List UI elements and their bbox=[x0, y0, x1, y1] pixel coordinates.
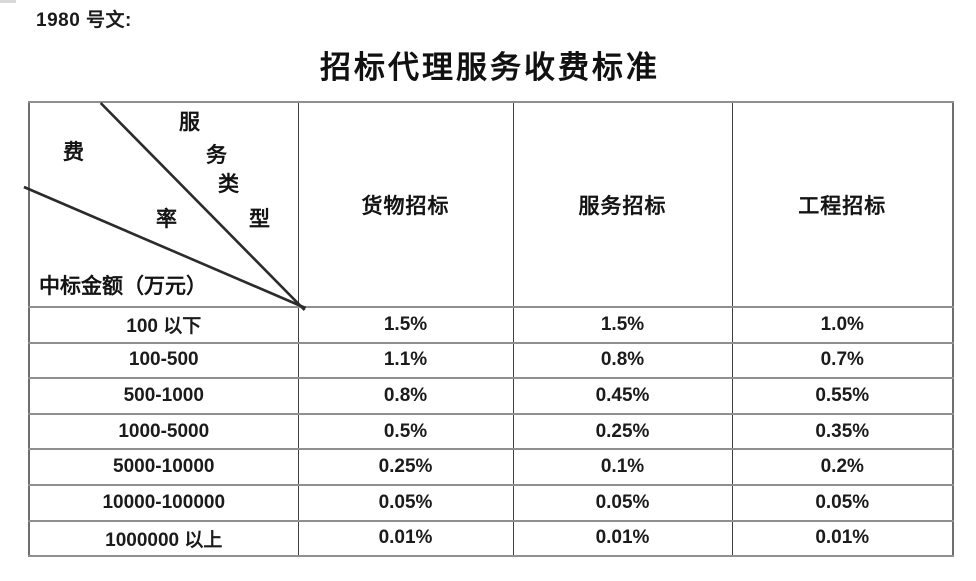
fee-cell: 0.05% bbox=[731, 483, 954, 522]
amount-range-cell: 10000-100000 bbox=[28, 483, 299, 522]
corner-service-type-char: 务 bbox=[206, 143, 227, 167]
column-header-services: 服务招标 bbox=[512, 101, 733, 308]
fee-cell: 1.1% bbox=[297, 341, 514, 380]
amount-range-cell: 500-1000 bbox=[28, 377, 299, 415]
diagonal-header-inner: 服 务 类 型 费 率 中标金额（万元） bbox=[23, 102, 307, 311]
fee-cell: 0.01% bbox=[731, 519, 954, 558]
fee-cell: 0.2% bbox=[731, 448, 954, 486]
edge-artifact bbox=[0, 0, 16, 3]
column-header-engineering: 工程招标 bbox=[731, 101, 954, 308]
amount-range-cell: 5000-10000 bbox=[28, 448, 299, 486]
fee-cell: 0.05% bbox=[297, 483, 514, 522]
fee-cell: 0.45% bbox=[512, 377, 733, 415]
column-header-goods: 货物招标 bbox=[297, 101, 514, 308]
corner-rate-char: 费 bbox=[63, 140, 84, 164]
amount-range-cell: 1000000 以上 bbox=[28, 519, 299, 558]
table-row: 1000-5000 0.5% 0.25% 0.35% bbox=[28, 412, 954, 451]
table-row: 100-500 1.1% 0.8% 0.7% bbox=[28, 341, 954, 380]
fee-cell: 1.0% bbox=[731, 306, 954, 344]
fee-cell: 0.7% bbox=[731, 341, 954, 380]
table-row: 500-1000 0.8% 0.45% 0.55% bbox=[28, 377, 954, 415]
table-header-row: 服 务 类 型 费 率 中标金额（万元） 货物招标 服务招标 工程招标 bbox=[23, 101, 954, 311]
fee-cell: 0.25% bbox=[512, 412, 733, 451]
fee-cell: 0.35% bbox=[731, 412, 954, 451]
doc-number-label: 1980 号文: bbox=[36, 10, 132, 31]
fee-cell: 1.5% bbox=[297, 306, 514, 344]
table-row: 5000-10000 0.25% 0.1% 0.2% bbox=[28, 448, 954, 486]
fee-table: 服 务 类 型 费 率 中标金额（万元） 货物招标 服务招标 工程招标 100 … bbox=[23, 101, 954, 558]
fee-cell: 0.05% bbox=[512, 483, 733, 522]
corner-amount-label: 中标金额（万元） bbox=[39, 274, 207, 298]
fee-cell: 0.25% bbox=[297, 448, 514, 486]
corner-rate-char: 率 bbox=[156, 207, 177, 231]
fee-cell: 0.5% bbox=[297, 412, 514, 451]
table-row: 1000000 以上 0.01% 0.01% 0.01% bbox=[28, 519, 954, 558]
fee-cell: 0.1% bbox=[512, 448, 733, 486]
table-row: 100 以下 1.5% 1.5% 1.0% bbox=[28, 306, 954, 344]
amount-range-cell: 1000-5000 bbox=[28, 412, 299, 451]
fee-cell: 0.01% bbox=[512, 519, 733, 558]
fee-cell: 1.5% bbox=[512, 306, 733, 344]
table-row: 10000-100000 0.05% 0.05% 0.05% bbox=[28, 483, 954, 522]
diagonal-header-cell: 服 务 类 型 费 率 中标金额（万元） bbox=[23, 101, 307, 311]
fee-cell: 0.8% bbox=[297, 377, 514, 415]
diagonal-lines bbox=[23, 102, 307, 311]
fee-cell: 0.55% bbox=[731, 377, 954, 415]
corner-service-type-char: 型 bbox=[249, 207, 270, 231]
corner-service-type-char: 服 bbox=[179, 110, 200, 134]
page-title: 招标代理服务收费标准 bbox=[320, 50, 660, 85]
corner-service-type-char: 类 bbox=[218, 172, 239, 196]
amount-range-cell: 100-500 bbox=[28, 341, 299, 380]
fee-cell: 0.01% bbox=[297, 519, 514, 558]
amount-range-cell: 100 以下 bbox=[28, 306, 299, 344]
fee-cell: 0.8% bbox=[512, 341, 733, 380]
